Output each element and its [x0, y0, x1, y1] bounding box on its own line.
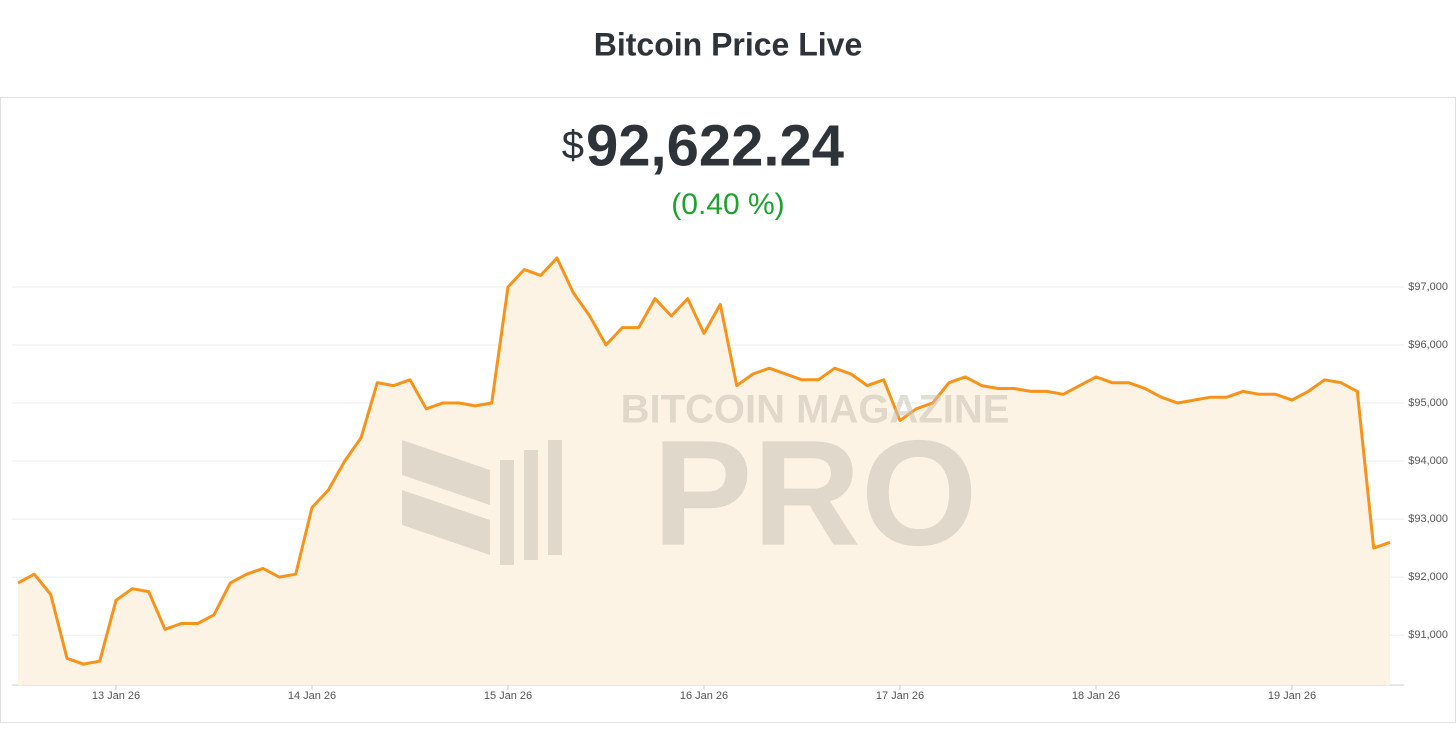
x-tick-label: 18 Jan 26	[1072, 690, 1120, 702]
y-tick-label: $94,000	[1408, 455, 1448, 467]
x-tick-label: 15 Jan 26	[484, 690, 532, 702]
x-tick-label: 17 Jan 26	[876, 690, 924, 702]
y-tick-label: $91,000	[1408, 629, 1448, 641]
x-tick-label: 16 Jan 26	[680, 690, 728, 702]
logo-bar	[500, 460, 514, 565]
y-tick-label: $96,000	[1408, 339, 1448, 351]
y-tick-label: $93,000	[1408, 513, 1448, 525]
area	[18, 258, 1390, 685]
logo-bar	[524, 450, 538, 560]
watermark-main: PRO	[652, 409, 977, 577]
logo-stripe	[402, 490, 490, 555]
logo-bar	[548, 440, 562, 555]
logo-stripe	[402, 440, 490, 505]
chart-title: Bitcoin Price Live	[594, 26, 863, 62]
price-line	[17, 256, 1391, 666]
y-tick-label: $97,000	[1408, 281, 1448, 293]
watermark-top: BITCOIN MAGAZINE	[621, 388, 1010, 432]
x-tick-label: 14 Jan 26	[288, 690, 336, 702]
plot-area: $91,000 $92,000 $93,000 $94,000 $95,000 $96,0…	[12, 256, 1448, 702]
x-tick-label: 19 Jan 26	[1268, 690, 1316, 702]
currency-symbol: $	[562, 124, 584, 168]
y-tick-label: $92,000	[1408, 571, 1448, 583]
price: 92,622.24	[586, 113, 844, 178]
x-tick-label: 13 Jan 26	[92, 690, 140, 702]
y-tick-label: $95,000	[1408, 397, 1448, 409]
price-change: (0.40 %)	[671, 188, 784, 221]
watermark: BITCOIN MAGAZINE PRO	[402, 388, 1009, 577]
